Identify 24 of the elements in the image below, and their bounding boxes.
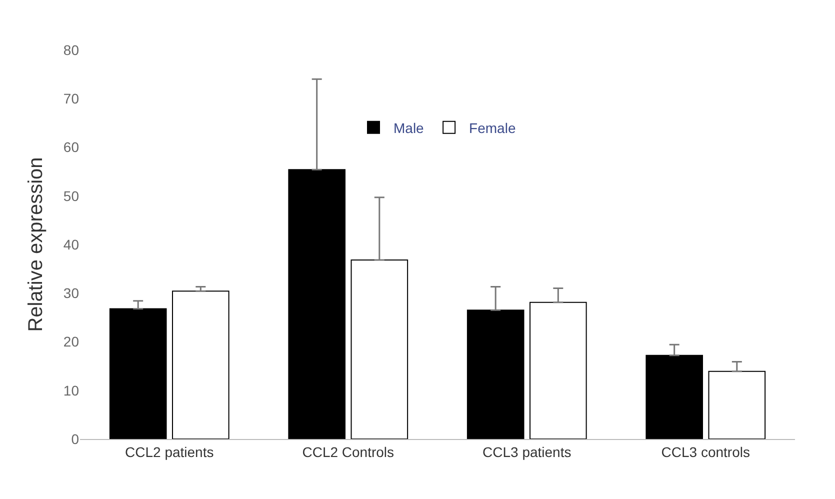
y-tick-label: 10 (63, 382, 80, 398)
y-tick-label: 0 (71, 430, 80, 447)
x-tick-label: CCL2 patients (125, 444, 214, 460)
bar (646, 354, 703, 439)
legend-label: Male (394, 120, 424, 136)
y-tick-label: 20 (63, 334, 80, 350)
x-tick-label: CCL3 controls (661, 444, 750, 460)
bar (466, 310, 524, 439)
y-tick-label: 60 (63, 139, 80, 156)
bar (288, 169, 346, 439)
bar (708, 370, 766, 439)
y-tick-label: 80 (63, 42, 80, 58)
y-axis-title: Relative expression (24, 157, 47, 332)
bar (350, 260, 408, 439)
y-tick-label: 30 (63, 285, 80, 302)
y-tick-label: 40 (63, 236, 80, 252)
x-tick-label: CCL3 patients (482, 444, 572, 460)
bar (172, 290, 230, 439)
bar (530, 302, 587, 439)
x-tick-label: CCL2 Controls (302, 444, 394, 460)
legend-label: Female (469, 120, 516, 136)
y-tick-label: 50 (63, 188, 80, 204)
bar (109, 308, 167, 439)
y-tick-label: 70 (63, 90, 80, 107)
